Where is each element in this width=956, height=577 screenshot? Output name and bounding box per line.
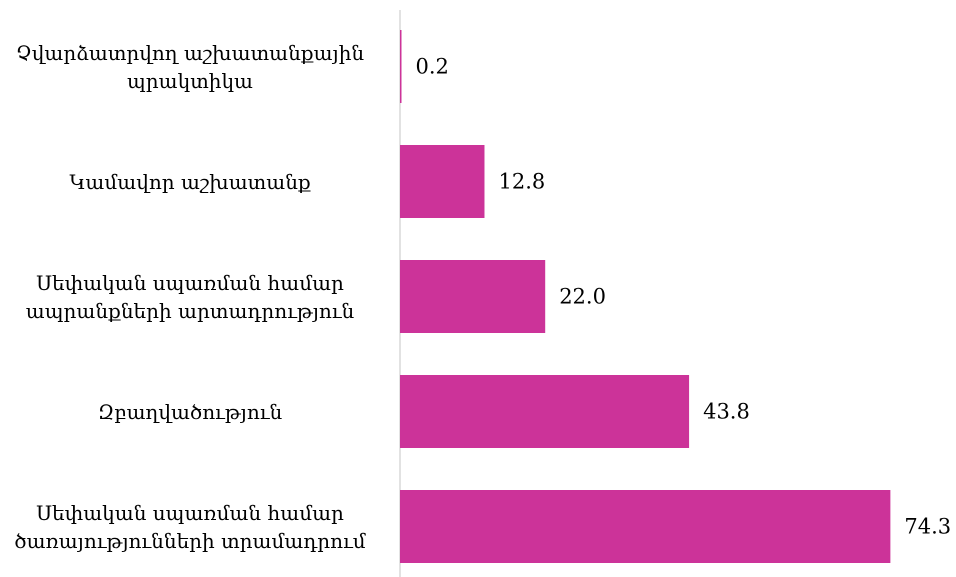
bar [400,30,402,103]
value-label: 12.8 [498,170,545,194]
bar [400,375,690,448]
bars-group [400,30,891,563]
bar [400,260,546,333]
value-labels-group: 0.2 12.8 22.0 43.8 74.3 [416,55,952,539]
category-label: Սեփական սպառման համար ծառայությունների տ… [14,500,366,553]
bar [400,145,485,218]
category-label: Սեփական սպառման համար ապրանքների արտադրո… [25,270,355,323]
value-label: 43.8 [703,400,750,424]
category-label: Զբաղվածություն [97,399,283,424]
value-label: 22.0 [559,285,606,309]
category-label: Չվարձատրվող աշխատանքային պրակտիկա [15,40,365,93]
category-label: Կամավոր աշխատանք [69,169,311,194]
value-label: 0.2 [416,55,449,79]
bar [400,490,891,563]
value-label: 74.3 [904,515,951,539]
